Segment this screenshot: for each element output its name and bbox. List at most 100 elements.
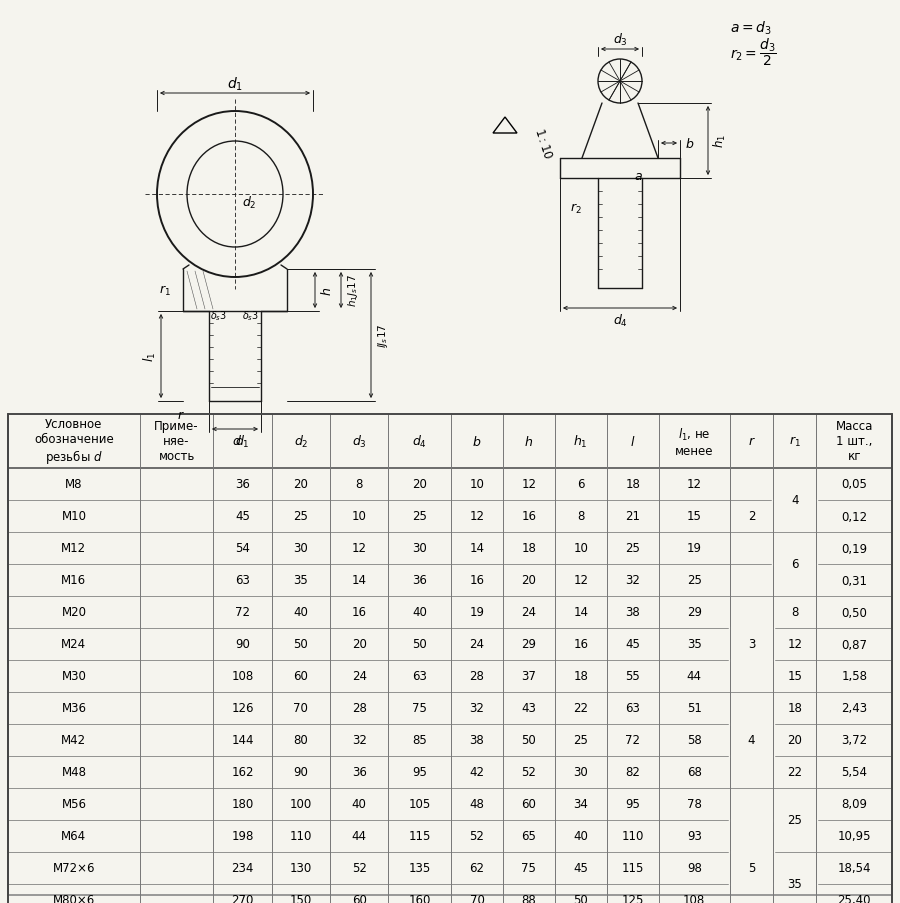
- Text: Масса
1 шт.,
кг: Масса 1 шт., кг: [835, 420, 873, 463]
- Text: М42: М42: [61, 733, 86, 747]
- Text: 24: 24: [470, 638, 484, 651]
- Text: 10,95: 10,95: [837, 830, 871, 842]
- Text: $h$: $h$: [320, 286, 334, 295]
- Text: 15: 15: [788, 670, 802, 683]
- Text: 12: 12: [687, 478, 702, 491]
- Text: 162: 162: [231, 766, 254, 778]
- Text: $lJ_s17$: $lJ_s17$: [376, 323, 390, 348]
- Text: 25: 25: [573, 733, 589, 747]
- Text: 0,87: 0,87: [842, 638, 868, 651]
- Text: 52: 52: [470, 830, 484, 842]
- Text: 72: 72: [235, 606, 250, 619]
- Text: 29: 29: [687, 606, 702, 619]
- Text: 12: 12: [521, 478, 536, 491]
- Text: М72×6: М72×6: [53, 861, 95, 874]
- Text: 60: 60: [521, 797, 536, 811]
- Text: М64: М64: [61, 830, 86, 842]
- Text: 45: 45: [573, 861, 589, 874]
- Text: 29: 29: [521, 638, 536, 651]
- Text: 16: 16: [573, 638, 589, 651]
- Text: 12: 12: [573, 574, 589, 587]
- Text: 88: 88: [521, 893, 536, 903]
- Text: $1:10$: $1:10$: [532, 126, 554, 161]
- Text: 70: 70: [293, 702, 309, 714]
- Text: 52: 52: [521, 766, 536, 778]
- Text: 16: 16: [521, 510, 536, 523]
- Text: $r$: $r$: [177, 409, 184, 422]
- Text: 50: 50: [521, 733, 536, 747]
- Text: 38: 38: [470, 733, 484, 747]
- Text: 130: 130: [290, 861, 312, 874]
- Text: 6: 6: [577, 478, 584, 491]
- Text: 52: 52: [352, 861, 366, 874]
- Text: 40: 40: [352, 797, 366, 811]
- Text: 28: 28: [352, 702, 366, 714]
- Text: $r$: $r$: [748, 435, 755, 448]
- Text: 51: 51: [687, 702, 702, 714]
- Text: 98: 98: [687, 861, 702, 874]
- Text: 270: 270: [231, 893, 254, 903]
- Text: 22: 22: [573, 702, 589, 714]
- Text: 58: 58: [687, 733, 702, 747]
- Text: М10: М10: [61, 510, 86, 523]
- Text: 82: 82: [626, 766, 640, 778]
- Text: $d_3$: $d_3$: [613, 32, 627, 48]
- Text: 150: 150: [290, 893, 312, 903]
- Text: 93: 93: [687, 830, 702, 842]
- Text: 12: 12: [470, 510, 484, 523]
- Text: $l$: $l$: [630, 434, 635, 449]
- Text: $r_2$: $r_2$: [570, 201, 582, 216]
- Text: $b$: $b$: [472, 434, 482, 449]
- Text: 54: 54: [235, 542, 250, 554]
- Text: 15: 15: [687, 510, 702, 523]
- Text: 24: 24: [352, 670, 366, 683]
- Text: 25: 25: [687, 574, 702, 587]
- Text: $d_3$: $d_3$: [352, 433, 366, 450]
- Text: 0,19: 0,19: [842, 542, 868, 554]
- Text: 36: 36: [412, 574, 427, 587]
- Text: $\delta_s3$: $\delta_s3$: [242, 309, 259, 322]
- Text: $l_1$, не
менее: $l_1$, не менее: [675, 426, 714, 457]
- Text: 18: 18: [788, 702, 802, 714]
- Text: 28: 28: [470, 670, 484, 683]
- Text: 36: 36: [235, 478, 250, 491]
- Text: 32: 32: [352, 733, 366, 747]
- Text: 72: 72: [626, 733, 640, 747]
- Text: 3: 3: [748, 638, 755, 651]
- Text: 60: 60: [352, 893, 366, 903]
- Text: 34: 34: [573, 797, 589, 811]
- Text: $b$: $b$: [685, 137, 695, 151]
- Text: 63: 63: [626, 702, 640, 714]
- Text: 125: 125: [621, 893, 644, 903]
- Text: 12: 12: [788, 638, 802, 651]
- Text: 4: 4: [791, 494, 798, 507]
- Text: $d_1$: $d_1$: [235, 433, 250, 450]
- Text: 25: 25: [412, 510, 427, 523]
- Text: 35: 35: [788, 878, 802, 890]
- Text: 110: 110: [290, 830, 312, 842]
- Text: $d_4$: $d_4$: [613, 312, 627, 329]
- Text: 78: 78: [687, 797, 702, 811]
- Text: 6: 6: [791, 558, 798, 571]
- Text: 3,72: 3,72: [842, 733, 868, 747]
- Text: М12: М12: [61, 542, 86, 554]
- Text: 8: 8: [356, 478, 363, 491]
- Text: $l_1$: $l_1$: [142, 351, 158, 362]
- Text: $h_1$: $h_1$: [712, 135, 728, 148]
- Text: 20: 20: [352, 638, 366, 651]
- Text: 90: 90: [235, 638, 250, 651]
- Text: 100: 100: [290, 797, 312, 811]
- Text: 144: 144: [231, 733, 254, 747]
- Text: М80×6: М80×6: [53, 893, 95, 903]
- Text: 108: 108: [231, 670, 254, 683]
- Text: 0,50: 0,50: [842, 606, 867, 619]
- Text: 0,12: 0,12: [842, 510, 868, 523]
- Text: 32: 32: [470, 702, 484, 714]
- Text: М20: М20: [61, 606, 86, 619]
- Text: $d$: $d$: [232, 433, 242, 448]
- Text: 37: 37: [521, 670, 536, 683]
- Text: 12: 12: [352, 542, 366, 554]
- Text: 45: 45: [235, 510, 250, 523]
- Text: 18: 18: [521, 542, 536, 554]
- Text: 105: 105: [409, 797, 431, 811]
